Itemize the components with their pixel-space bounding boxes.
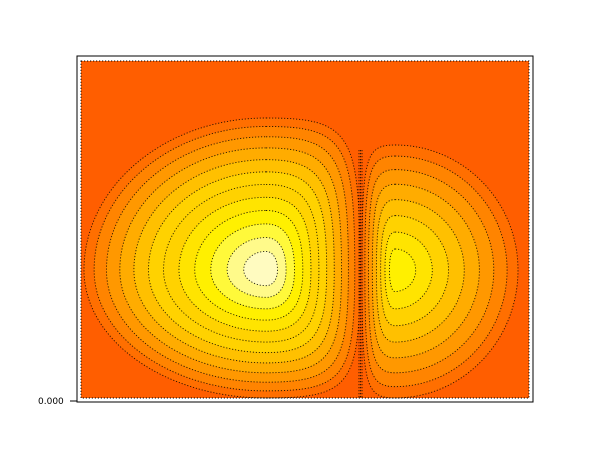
right-lobe-contour-line-4: [375, 199, 465, 343]
right-lobe-contour-line-2: [368, 169, 495, 374]
right-lobe-contour-line-1: [364, 155, 508, 388]
left-lobe-contour-line-7: [178, 196, 312, 332]
left-lobe-contour-line-4: [133, 159, 335, 364]
left-lobe-contour-line-9: [210, 223, 295, 310]
contour-fill-group: [83, 117, 519, 399]
plot-border-dotted: [80, 60, 530, 399]
right-lobe-contour-line-6: [384, 231, 433, 310]
left-lobe-contour-line-11: [243, 250, 278, 287]
right-lobe-contour-line-0: [361, 144, 519, 399]
left-lobe-contour-line-5: [148, 171, 328, 354]
y-tick-label: 0.000: [38, 397, 64, 407]
right-lobe-contour-line-3: [371, 183, 480, 359]
plot-frame: [76, 55, 534, 403]
left-lobe-contour-line-3: [119, 147, 342, 374]
left-lobe-contour-band-11: [243, 251, 278, 286]
left-lobe-contour-line-1: [93, 126, 356, 392]
right-lobe-contour-band-7: [389, 248, 416, 292]
left-lobe-contour-line-8: [194, 210, 304, 321]
